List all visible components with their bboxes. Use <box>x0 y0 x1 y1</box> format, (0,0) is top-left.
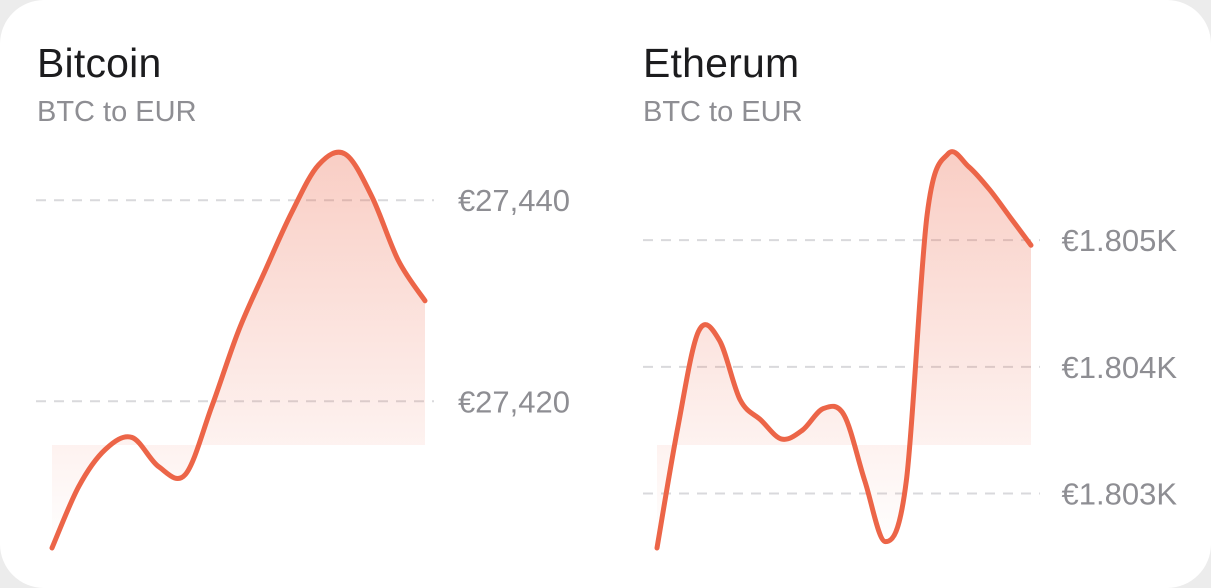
ethereum-data-point <box>800 428 805 433</box>
bitcoin-y-tick-label: €27,440 <box>458 183 570 218</box>
ethereum-y-tick-label: €1.805K <box>1062 223 1178 258</box>
ethereum-data-point <box>1029 243 1034 248</box>
ethereum-data-point <box>821 406 826 411</box>
bitcoin-chart-subtitle: BTC to EUR <box>37 96 197 128</box>
ethereum-y-tick-label: €1.804K <box>1062 350 1178 385</box>
ethereum-chart-title: Etherum <box>643 40 800 86</box>
ethereum-data-point <box>862 478 867 483</box>
ethereum-data-point <box>717 338 722 343</box>
ethereum-data-point <box>883 539 888 544</box>
ethereum-data-point <box>925 212 930 217</box>
ethereum-data-point <box>987 187 992 192</box>
ethereum-data-point <box>945 152 950 157</box>
ethereum-data-point <box>758 418 763 423</box>
ethereum-data-point <box>655 546 660 551</box>
bitcoin-panel: Bitcoin BTC to EUR <box>0 0 605 588</box>
ethereum-area-fill <box>657 151 1031 548</box>
bitcoin-chart-title: Bitcoin <box>37 40 162 86</box>
ethereum-chart-subtitle: BTC to EUR <box>643 96 803 128</box>
ethereum-y-tick-label: €1.803K <box>1062 477 1178 512</box>
ethereum-data-point <box>675 425 680 430</box>
ethereum-data-point <box>779 437 784 442</box>
ethereum-data-point <box>738 397 743 402</box>
ethereum-data-point <box>966 164 971 169</box>
bitcoin-y-tick-label: €27,420 <box>458 384 570 419</box>
ethereum-data-point <box>842 412 847 417</box>
ethereum-series-line <box>654 149 1034 551</box>
ethereum-data-point <box>696 329 701 334</box>
ethereum-data-point <box>1008 215 1013 220</box>
ethereum-panel: Etherum BTC to EUR <box>605 0 1211 588</box>
bitcoin-series-line <box>49 149 428 551</box>
ethereum-data-point <box>904 478 909 483</box>
